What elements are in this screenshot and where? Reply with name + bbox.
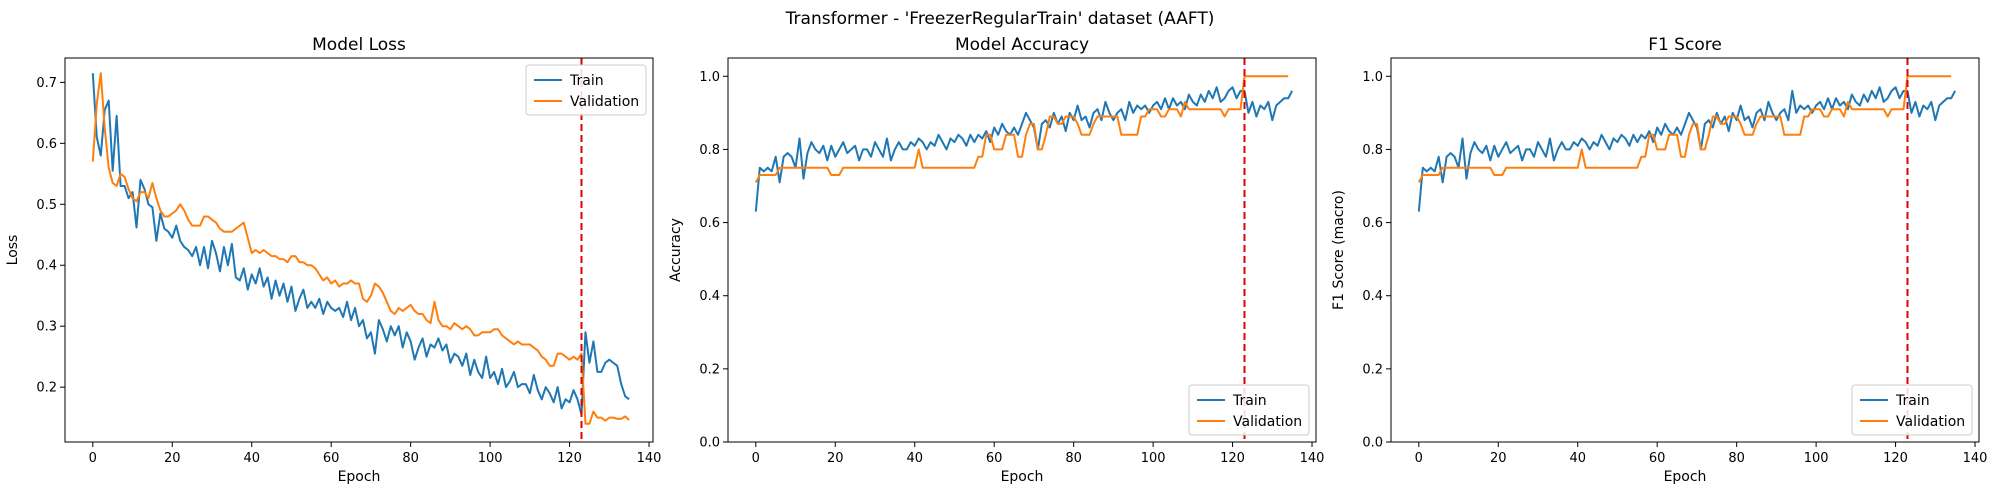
x-tick-label: 60 <box>986 451 1003 466</box>
x-tick-label: 140 <box>637 451 662 466</box>
y-tick-label: 0.6 <box>36 137 57 152</box>
x-tick-label: 80 <box>402 451 419 466</box>
y-tick-label: 0.6 <box>1362 216 1383 231</box>
x-tick-label: 80 <box>1065 451 1082 466</box>
x-tick-label: 40 <box>243 451 260 466</box>
axes-frame <box>727 57 1317 443</box>
y-tick-label: 0.4 <box>699 289 720 304</box>
legend-label: Train <box>569 73 604 89</box>
series-line-validation <box>1417 75 1952 183</box>
series-line-train <box>754 86 1294 212</box>
x-tick-label: 60 <box>323 451 340 466</box>
figure-suptitle: Transformer - 'FreezerRegularTrain' data… <box>785 9 1215 29</box>
series-line-train <box>91 73 630 416</box>
legend-box <box>1851 384 1973 436</box>
legend-label: Validation <box>1233 414 1302 430</box>
y-axis-label: Accuracy <box>668 218 684 282</box>
x-tick-label: 120 <box>557 451 582 466</box>
subplot-title: F1 Score <box>1648 35 1722 55</box>
y-tick-label: 0.5 <box>36 198 57 213</box>
series-line-train <box>1417 86 1957 212</box>
y-tick-label: 0.4 <box>36 259 57 274</box>
x-tick-label: 0 <box>752 451 760 466</box>
x-tick-label: 140 <box>1963 451 1988 466</box>
legend: Train Validation <box>525 64 647 116</box>
legend: Train Validation <box>1188 384 1310 436</box>
y-tick-label: 0.0 <box>699 436 720 451</box>
subplots: Model Loss 0 20 40 60 80 100 120 140 0.2 0.3 0.4 0.5… <box>5 35 1987 485</box>
axes-frame <box>64 57 654 443</box>
y-tick-label: 0.2 <box>1362 362 1383 377</box>
x-tick-label: 0 <box>1415 451 1423 466</box>
x-tick-label: 100 <box>478 451 503 466</box>
y-tick-label: 0.7 <box>36 76 57 91</box>
y-axis-label: F1 Score (macro) <box>1331 190 1347 310</box>
x-axis-label: Epoch <box>1001 469 1044 485</box>
subplot-1: Model Loss 0 20 40 60 80 100 120 140 0.2 0.3 0.4 0.5… <box>5 35 661 485</box>
axes-frame <box>1390 57 1980 443</box>
subplot-3: F1 Score 0 20 40 60 80 100 120 140 0.0 0.2 0.4 0.6 0.… <box>1331 35 1987 485</box>
x-tick-label: 60 <box>1649 451 1666 466</box>
x-axis-label: Epoch <box>1664 469 1707 485</box>
y-tick-label: 0.0 <box>1362 436 1383 451</box>
legend-label: Train <box>1232 393 1267 409</box>
y-tick-label: 1.0 <box>1362 70 1383 85</box>
y-tick-label: 0.4 <box>1362 289 1383 304</box>
x-tick-label: 20 <box>164 451 181 466</box>
y-tick-label: 0.2 <box>36 381 57 396</box>
x-tick-label: 140 <box>1300 451 1325 466</box>
y-tick-label: 0.3 <box>36 320 57 335</box>
x-tick-label: 120 <box>1220 451 1245 466</box>
x-tick-label: 20 <box>827 451 844 466</box>
x-tick-label: 80 <box>1728 451 1745 466</box>
y-axis-label: Loss <box>5 235 21 266</box>
y-tick-label: 0.8 <box>1362 143 1383 158</box>
legend-label: Train <box>1895 393 1930 409</box>
legend-box <box>525 64 647 116</box>
subplot-title: Model Accuracy <box>955 35 1089 55</box>
x-tick-label: 20 <box>1490 451 1507 466</box>
y-tick-label: 1.0 <box>699 70 720 85</box>
x-tick-label: 40 <box>906 451 923 466</box>
y-tick-label: 0.2 <box>699 362 720 377</box>
series-line-validation <box>91 72 630 425</box>
x-tick-label: 100 <box>1141 451 1166 466</box>
legend: Train Validation <box>1851 384 1973 436</box>
y-tick-label: 0.8 <box>699 143 720 158</box>
subplot-title: Model Loss <box>312 35 406 55</box>
series-line-validation <box>754 75 1289 183</box>
y-tick-label: 0.6 <box>699 216 720 231</box>
x-axis-label: Epoch <box>338 469 381 485</box>
x-tick-label: 0 <box>89 451 97 466</box>
legend-label: Validation <box>1896 414 1965 430</box>
x-tick-label: 100 <box>1804 451 1829 466</box>
subplot-2: Model Accuracy 0 20 40 60 80 100 120 140 0.0 0.2 0.… <box>668 35 1324 485</box>
legend-box <box>1188 384 1310 436</box>
legend-label: Validation <box>570 94 639 110</box>
x-tick-label: 120 <box>1883 451 1908 466</box>
x-tick-label: 40 <box>1569 451 1586 466</box>
